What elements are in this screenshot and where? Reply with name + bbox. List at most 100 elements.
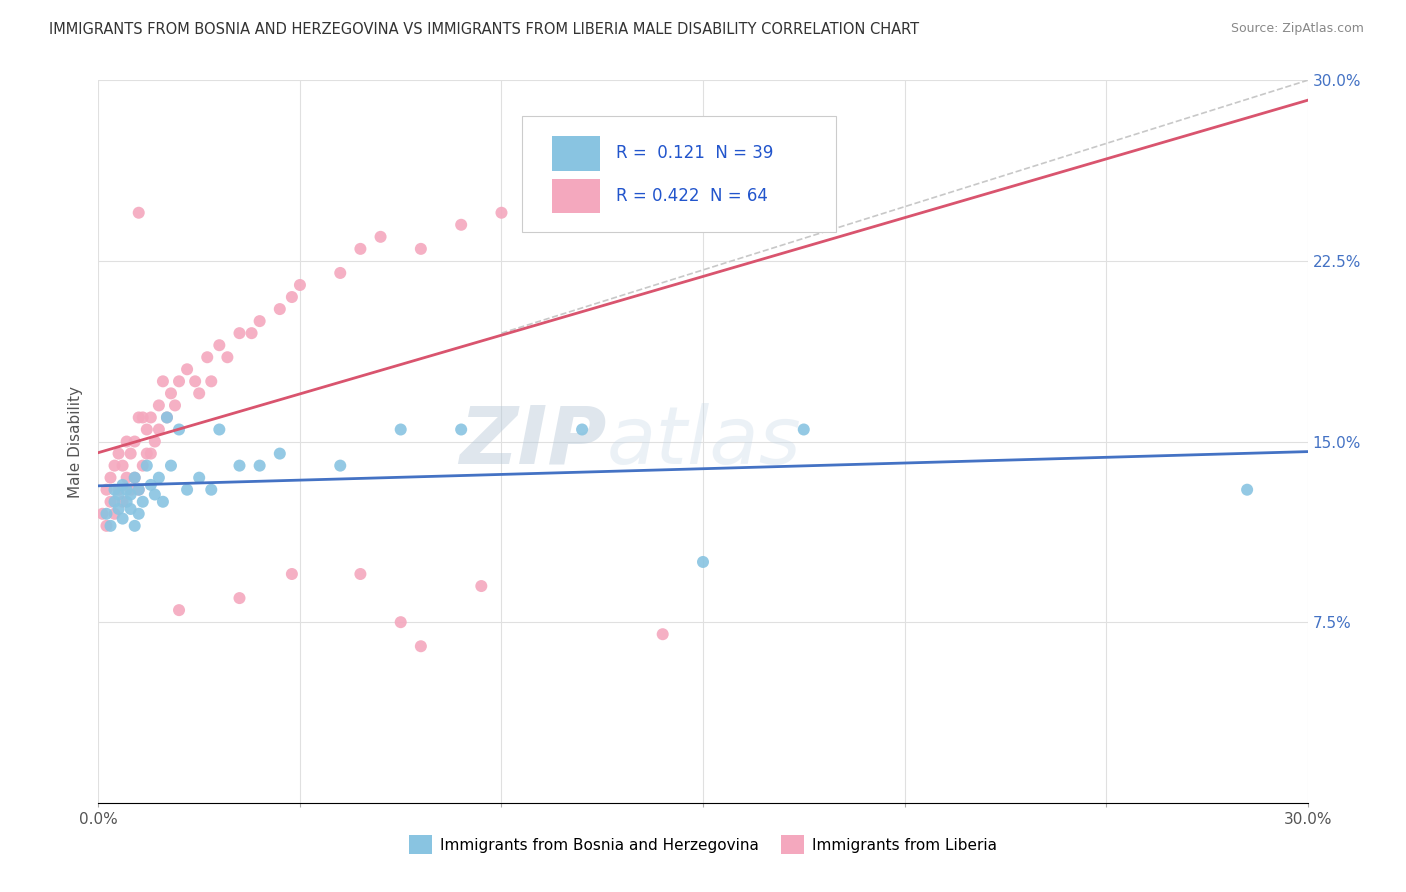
Point: [111, 511, 134, 525]
Point: [409, 242, 432, 256]
Point: [188, 386, 211, 401]
Point: [124, 470, 146, 484]
Point: [111, 458, 134, 473]
Point: [470, 579, 492, 593]
Point: [249, 458, 271, 473]
Point: [100, 518, 122, 533]
Point: [167, 374, 190, 388]
Point: [571, 157, 593, 171]
Point: [128, 483, 150, 497]
Point: [103, 494, 125, 508]
Legend: Immigrants from Bosnia and Herzegovina, Immigrants from Liberia: Immigrants from Bosnia and Herzegovina, …: [404, 830, 1002, 860]
Point: [409, 639, 432, 653]
Point: [139, 446, 162, 460]
Point: [143, 434, 166, 449]
Point: [111, 494, 134, 508]
Point: [135, 458, 157, 473]
Y-axis label: Male Disability: Male Disability: [67, 385, 83, 498]
Point: [450, 218, 472, 232]
Point: [450, 422, 472, 436]
Point: [208, 338, 231, 352]
Point: [124, 518, 146, 533]
Point: [269, 446, 291, 460]
Point: [120, 446, 142, 460]
Point: [793, 422, 815, 436]
Point: [143, 487, 166, 501]
Point: [176, 362, 198, 376]
Point: [148, 470, 170, 484]
Point: [111, 478, 134, 492]
Point: [120, 483, 142, 497]
FancyBboxPatch shape: [522, 116, 837, 232]
Point: [96, 518, 118, 533]
Point: [612, 133, 634, 147]
Point: [249, 314, 271, 328]
Point: [200, 374, 222, 388]
Point: [135, 422, 157, 436]
Point: [103, 507, 125, 521]
Point: [135, 446, 157, 460]
Point: [269, 301, 291, 317]
Text: R =  0.121  N = 39: R = 0.121 N = 39: [616, 145, 773, 162]
Point: [132, 458, 155, 473]
Point: [148, 398, 170, 412]
Point: [163, 398, 186, 412]
Point: [132, 410, 155, 425]
Point: [208, 422, 231, 436]
Point: [228, 591, 250, 605]
Point: [692, 555, 714, 569]
Point: [120, 487, 142, 501]
FancyBboxPatch shape: [551, 178, 600, 213]
Point: [128, 483, 150, 497]
Point: [160, 458, 183, 473]
Point: [124, 434, 146, 449]
Point: [167, 422, 190, 436]
Point: [115, 494, 138, 508]
Point: [1236, 483, 1258, 497]
Text: atlas: atlas: [606, 402, 801, 481]
Point: [139, 478, 162, 492]
Point: [167, 603, 190, 617]
Point: [120, 502, 142, 516]
Point: [491, 205, 513, 219]
Point: [389, 615, 412, 630]
Point: [281, 290, 304, 304]
Point: [184, 374, 207, 388]
Point: [107, 446, 129, 460]
Point: [195, 350, 218, 364]
Point: [115, 470, 138, 484]
Point: [370, 230, 392, 244]
Point: [124, 470, 146, 484]
Point: [91, 507, 114, 521]
Point: [100, 494, 122, 508]
Point: [156, 410, 179, 425]
Point: [240, 326, 263, 340]
Point: [217, 350, 239, 364]
Point: [96, 507, 118, 521]
Point: [571, 422, 593, 436]
Point: [100, 470, 122, 484]
Text: Source: ZipAtlas.com: Source: ZipAtlas.com: [1230, 22, 1364, 36]
Text: IMMIGRANTS FROM BOSNIA AND HERZEGOVINA VS IMMIGRANTS FROM LIBERIA MALE DISABILIT: IMMIGRANTS FROM BOSNIA AND HERZEGOVINA V…: [49, 22, 920, 37]
Point: [115, 483, 138, 497]
Point: [128, 205, 150, 219]
Point: [281, 567, 304, 582]
Point: [107, 502, 129, 516]
Point: [107, 487, 129, 501]
Point: [148, 422, 170, 436]
Point: [115, 434, 138, 449]
Point: [228, 458, 250, 473]
Point: [329, 458, 352, 473]
Point: [329, 266, 352, 280]
Text: ZIP: ZIP: [458, 402, 606, 481]
Point: [176, 483, 198, 497]
Point: [160, 386, 183, 401]
FancyBboxPatch shape: [551, 136, 600, 170]
Point: [156, 410, 179, 425]
Point: [139, 410, 162, 425]
Point: [152, 374, 174, 388]
Point: [200, 483, 222, 497]
Point: [349, 567, 371, 582]
Point: [152, 494, 174, 508]
Point: [103, 483, 125, 497]
